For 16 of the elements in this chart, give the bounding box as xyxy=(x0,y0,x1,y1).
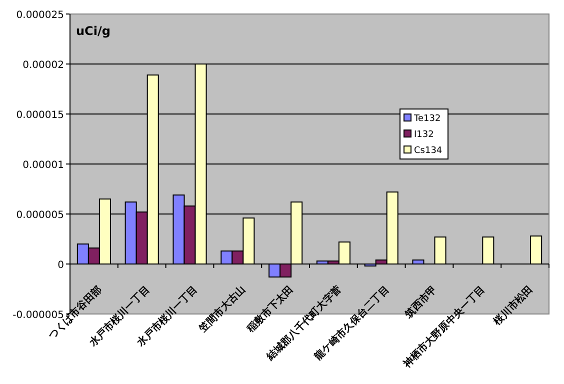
legend-label: Cs134 xyxy=(414,146,442,156)
y-tick-label: 0.000025 xyxy=(16,10,64,21)
y-tick-label: 0 xyxy=(58,260,64,271)
y-tick-label: 0.00002 xyxy=(22,60,64,71)
legend-label: I132 xyxy=(414,130,434,140)
x-tick-label: 桜川市松田 xyxy=(490,284,536,328)
bar xyxy=(530,236,542,264)
bar xyxy=(482,236,494,264)
y-tick-label: 0.000015 xyxy=(16,110,64,121)
y-tick-label: -0.000005 xyxy=(12,310,64,321)
y-tick-label: 0.000005 xyxy=(16,210,64,221)
y-axis-title: uCi/g xyxy=(76,24,110,38)
legend-label: Te132 xyxy=(413,114,441,124)
y-tick-label: 0.00001 xyxy=(22,160,64,171)
x-tick-label: 筑西市甲 xyxy=(402,284,440,322)
bar xyxy=(434,236,446,264)
